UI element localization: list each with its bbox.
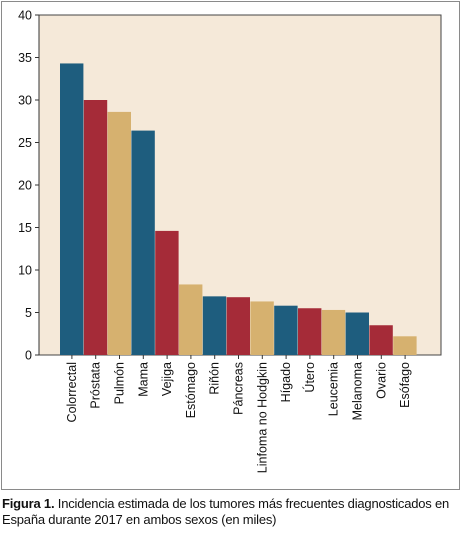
figure-caption: Figura 1. Incidencia estimada de los tum… <box>2 496 454 528</box>
y-tick-label: 20 <box>18 179 32 193</box>
y-tick-label: 0 <box>25 349 32 363</box>
bar-ovario <box>369 325 393 355</box>
bar-mama <box>131 130 155 355</box>
x-category-label: Melanoma <box>351 362 365 420</box>
bar-leucemia <box>321 309 346 355</box>
y-tick-label: 15 <box>18 221 32 235</box>
y-tick-label: 10 <box>18 264 32 278</box>
x-category-label: Leucemia <box>327 362 341 416</box>
bars-group <box>60 63 417 356</box>
bar-esófago <box>393 336 417 355</box>
x-category-label: Vejiga <box>160 362 174 396</box>
x-category-label: Próstata <box>89 362 103 409</box>
bar-hígado <box>274 305 298 355</box>
bar-vejiga <box>155 230 179 355</box>
y-tick-label: 30 <box>18 94 32 108</box>
x-category-label: Pulmón <box>113 362 127 404</box>
bar-melanoma <box>345 312 369 355</box>
bar-estómago <box>179 284 203 355</box>
bar-chart: 0 5 10 15 20 25 30 35 40 Colorrectal Próstata Pulm… <box>18 9 442 473</box>
bar-pulmón <box>107 111 131 356</box>
x-category-label: Estómago <box>184 362 198 418</box>
y-axis: 0 5 10 15 20 25 30 35 40 <box>18 9 40 363</box>
x-category-label: Mama <box>136 362 150 397</box>
x-category-label: Páncreas <box>232 362 246 415</box>
y-tick-label: 5 <box>25 306 32 320</box>
bar-linfoma-no-hodgkin <box>250 301 274 355</box>
x-category-label: Ovario <box>374 362 388 399</box>
y-tick-label: 25 <box>18 136 32 150</box>
bar-páncreas <box>226 297 250 355</box>
bar-próstata <box>83 100 108 355</box>
caption-label: Figura 1. <box>2 496 55 511</box>
x-category-label: Útero <box>302 362 317 393</box>
bar-riñón <box>202 296 227 355</box>
x-category-label: Linfoma no Hodgkin <box>255 362 269 473</box>
x-category-label: Esófago <box>398 362 412 408</box>
x-category-label: Riñón <box>208 362 222 395</box>
x-category-label: Colorrectal <box>65 362 79 422</box>
caption-text: Incidencia estimada de los tumores más f… <box>2 496 450 527</box>
x-axis-labels: Colorrectal Próstata Pulmón Mama Vejiga Estóm… <box>65 355 412 473</box>
y-tick-label: 35 <box>18 51 32 65</box>
x-category-label: Hígado <box>279 362 293 402</box>
bar-colorrectal <box>60 63 84 355</box>
y-tick-label: 40 <box>18 9 32 23</box>
bar-útero <box>298 308 322 355</box>
